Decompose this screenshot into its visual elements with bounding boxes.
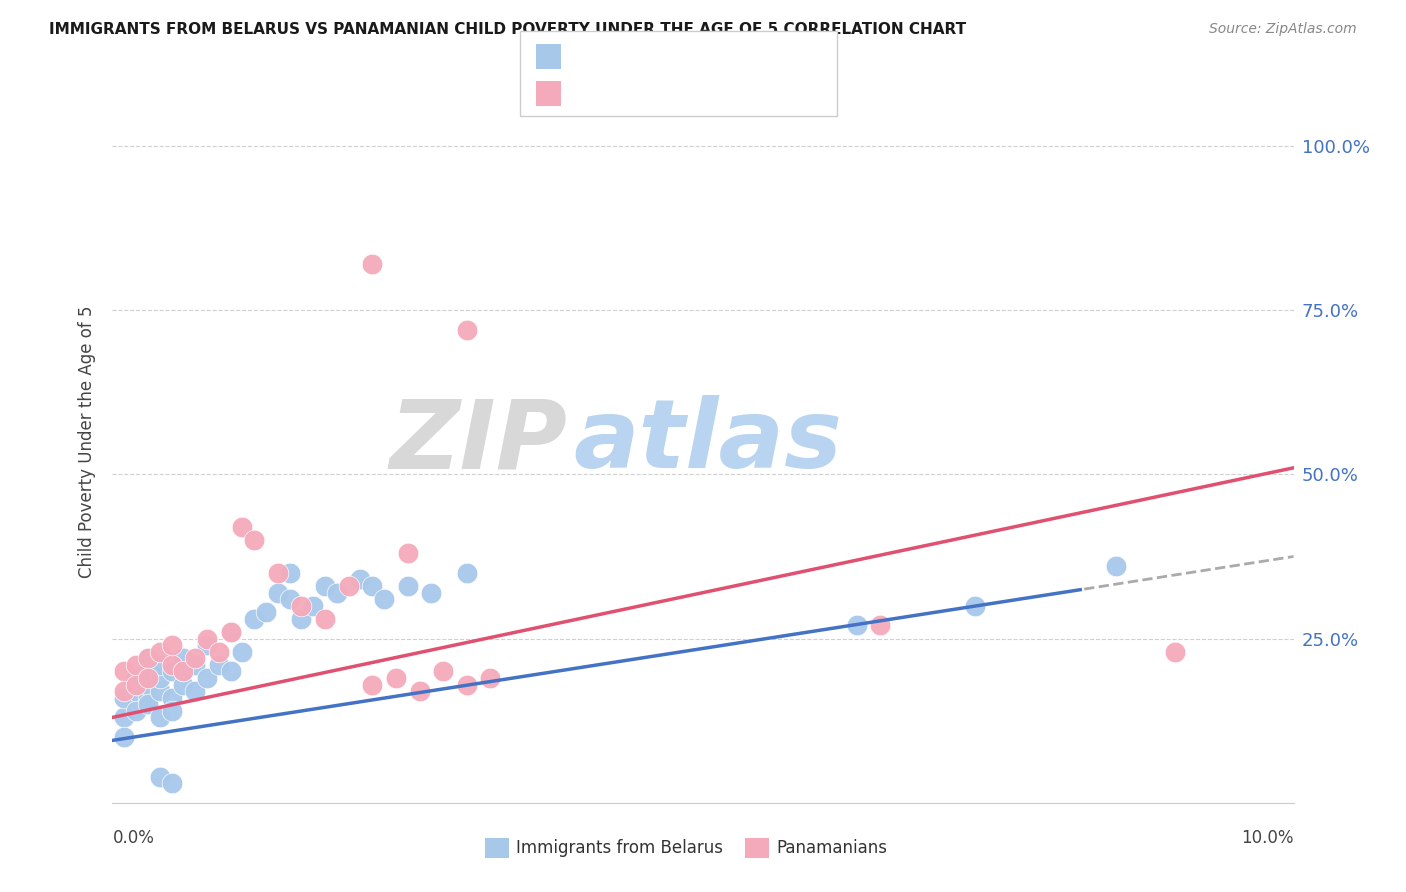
Point [869,618,891,632]
Point [136,651,159,665]
Text: IMMIGRANTS FROM BELARUS VS PANAMANIAN CHILD POVERTY UNDER THE AGE OF 5 CORRELATI: IMMIGRANTS FROM BELARUS VS PANAMANIAN CH… [49,22,966,37]
Point [963,599,986,613]
Text: N =: N = [675,69,723,87]
Point [361,257,384,271]
Point [219,625,242,640]
Point [302,599,325,613]
Text: ZIP: ZIP [389,395,567,488]
Point [125,684,148,698]
Point [149,684,172,698]
Point [136,677,159,691]
Point [125,704,148,718]
Point [361,579,384,593]
Point [420,585,443,599]
Point [160,704,183,718]
Point [136,665,159,679]
Y-axis label: Child Poverty Under the Age of 5: Child Poverty Under the Age of 5 [77,305,96,578]
Point [208,657,231,672]
Point [396,546,419,560]
Point [219,665,242,679]
Point [136,698,159,712]
Point [208,645,231,659]
Point [149,657,172,672]
Point [184,684,207,698]
Point [314,579,336,593]
Point [314,612,336,626]
Point [278,566,301,580]
Point [231,645,253,659]
Point [112,665,135,679]
Point [337,579,360,593]
Point [456,566,478,580]
Text: 31: 31 [717,69,747,87]
Point [125,671,148,685]
Point [149,770,172,784]
Point [1105,559,1128,574]
Point [456,677,478,691]
Text: R =: R = [569,69,606,87]
Point [243,612,266,626]
Text: atlas: atlas [574,395,842,488]
Point [160,638,183,652]
Point [396,579,419,593]
Point [1164,645,1187,659]
Point [290,612,312,626]
Point [278,592,301,607]
Point [195,638,218,652]
Point [243,533,266,547]
Point [231,520,253,534]
Text: Immigrants from Belarus: Immigrants from Belarus [516,839,723,857]
Point [219,625,242,640]
Point [112,730,135,744]
Text: 0.0%: 0.0% [112,829,155,847]
Point [149,710,172,724]
Point [385,671,408,685]
Text: Source: ZipAtlas.com: Source: ZipAtlas.com [1209,22,1357,37]
Text: Panamanians: Panamanians [776,839,887,857]
Point [112,690,135,705]
Point [172,677,194,691]
Point [149,645,172,659]
Point [349,573,371,587]
Point [326,585,349,599]
Point [160,665,183,679]
Point [149,671,172,685]
Point [160,657,183,672]
Point [184,651,207,665]
Point [361,677,384,691]
Point [160,690,183,705]
Point [254,605,277,619]
Point [267,585,290,599]
Point [112,710,135,724]
Point [172,665,194,679]
Point [172,651,194,665]
Point [125,677,148,691]
Point [479,671,502,685]
Point [290,599,312,613]
Point [112,684,135,698]
Point [373,592,395,607]
Point [267,566,290,580]
Text: 50: 50 [717,46,740,64]
Point [160,776,183,790]
Text: R =: R = [569,46,606,64]
Point [125,677,148,691]
Text: N =: N = [675,46,723,64]
Point [195,671,218,685]
Point [136,690,159,705]
Point [172,665,194,679]
Point [456,323,478,337]
Point [125,657,148,672]
Text: 10.0%: 10.0% [1241,829,1294,847]
Point [195,632,218,646]
Text: 0.379: 0.379 [609,46,662,64]
Point [408,684,430,698]
Point [432,665,454,679]
Text: 0.367: 0.367 [609,69,661,87]
Point [136,671,159,685]
Point [184,657,207,672]
Point [845,618,868,632]
Point [136,651,159,665]
